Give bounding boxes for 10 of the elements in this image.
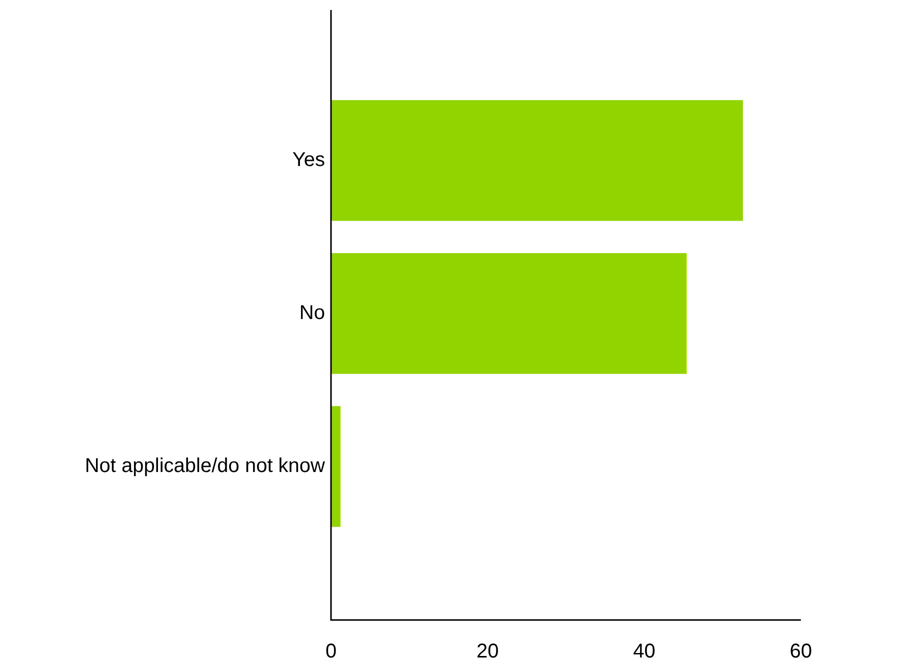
y-tick-label: No xyxy=(299,302,325,324)
bar xyxy=(331,100,743,221)
bar xyxy=(331,406,340,527)
x-tick-label: 20 xyxy=(476,640,499,663)
bar xyxy=(331,253,687,374)
y-tick-label: Yes xyxy=(292,149,325,172)
x-tick-label: 60 xyxy=(790,640,812,663)
y-tick-label: Not applicable/do not know xyxy=(84,455,326,478)
x-tick-label: 40 xyxy=(633,640,656,663)
x-tick-label: 0 xyxy=(325,640,337,663)
